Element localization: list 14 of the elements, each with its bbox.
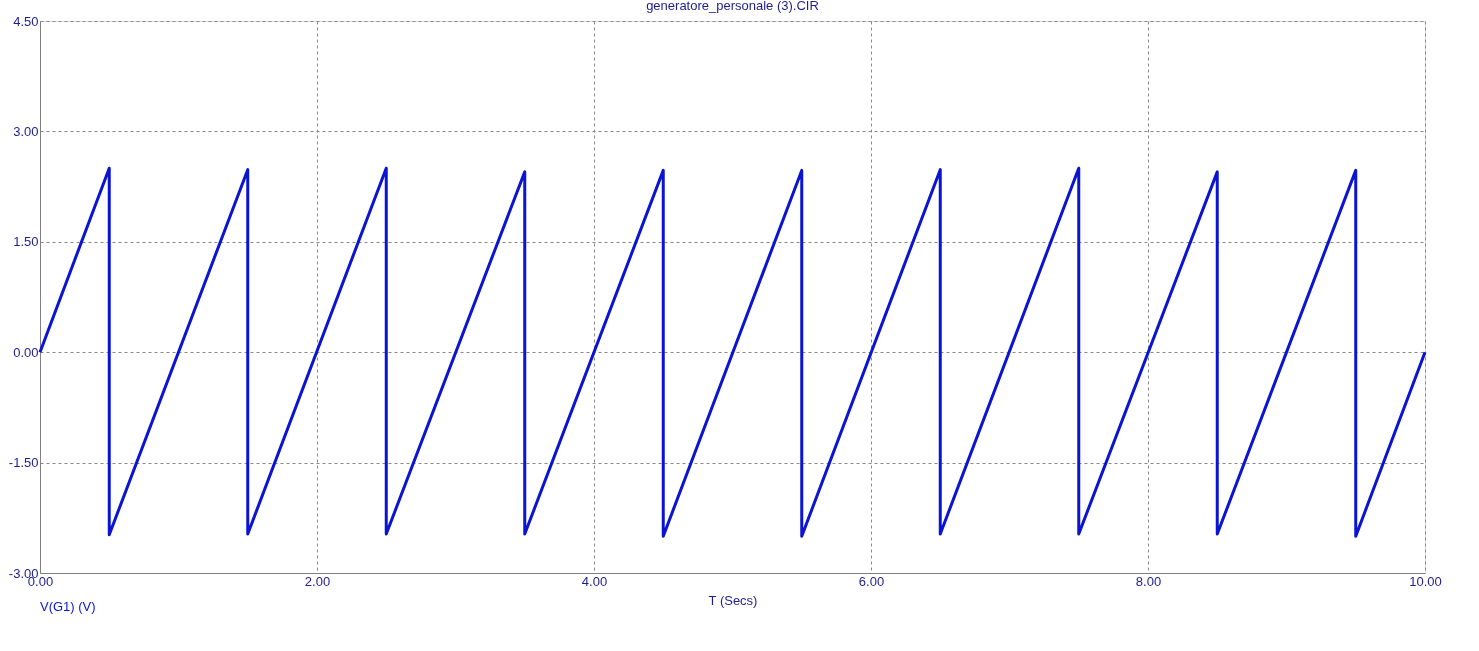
y-tick-label: 3.00 xyxy=(13,123,39,139)
x-tick-label: 2.00 xyxy=(304,573,331,589)
y-tick-label: 0.00 xyxy=(13,344,39,360)
x-tick-label: 8.00 xyxy=(1135,573,1162,589)
x-tick-label: 4.00 xyxy=(581,573,608,589)
x-tick-label: 6.00 xyxy=(858,573,885,589)
y-tick-label: 1.50 xyxy=(13,234,39,250)
line-series xyxy=(38,166,1427,538)
text: V(G1) (V) xyxy=(40,599,96,614)
x-axis-title: T (Secs) xyxy=(708,592,758,608)
y-tick-label: 4.50 xyxy=(13,13,39,29)
y-tick-label: -1.50 xyxy=(8,455,39,471)
x-tick-label: 10.00 xyxy=(1409,573,1442,589)
chart-title: generatore_personale (3).CIR xyxy=(646,0,819,13)
